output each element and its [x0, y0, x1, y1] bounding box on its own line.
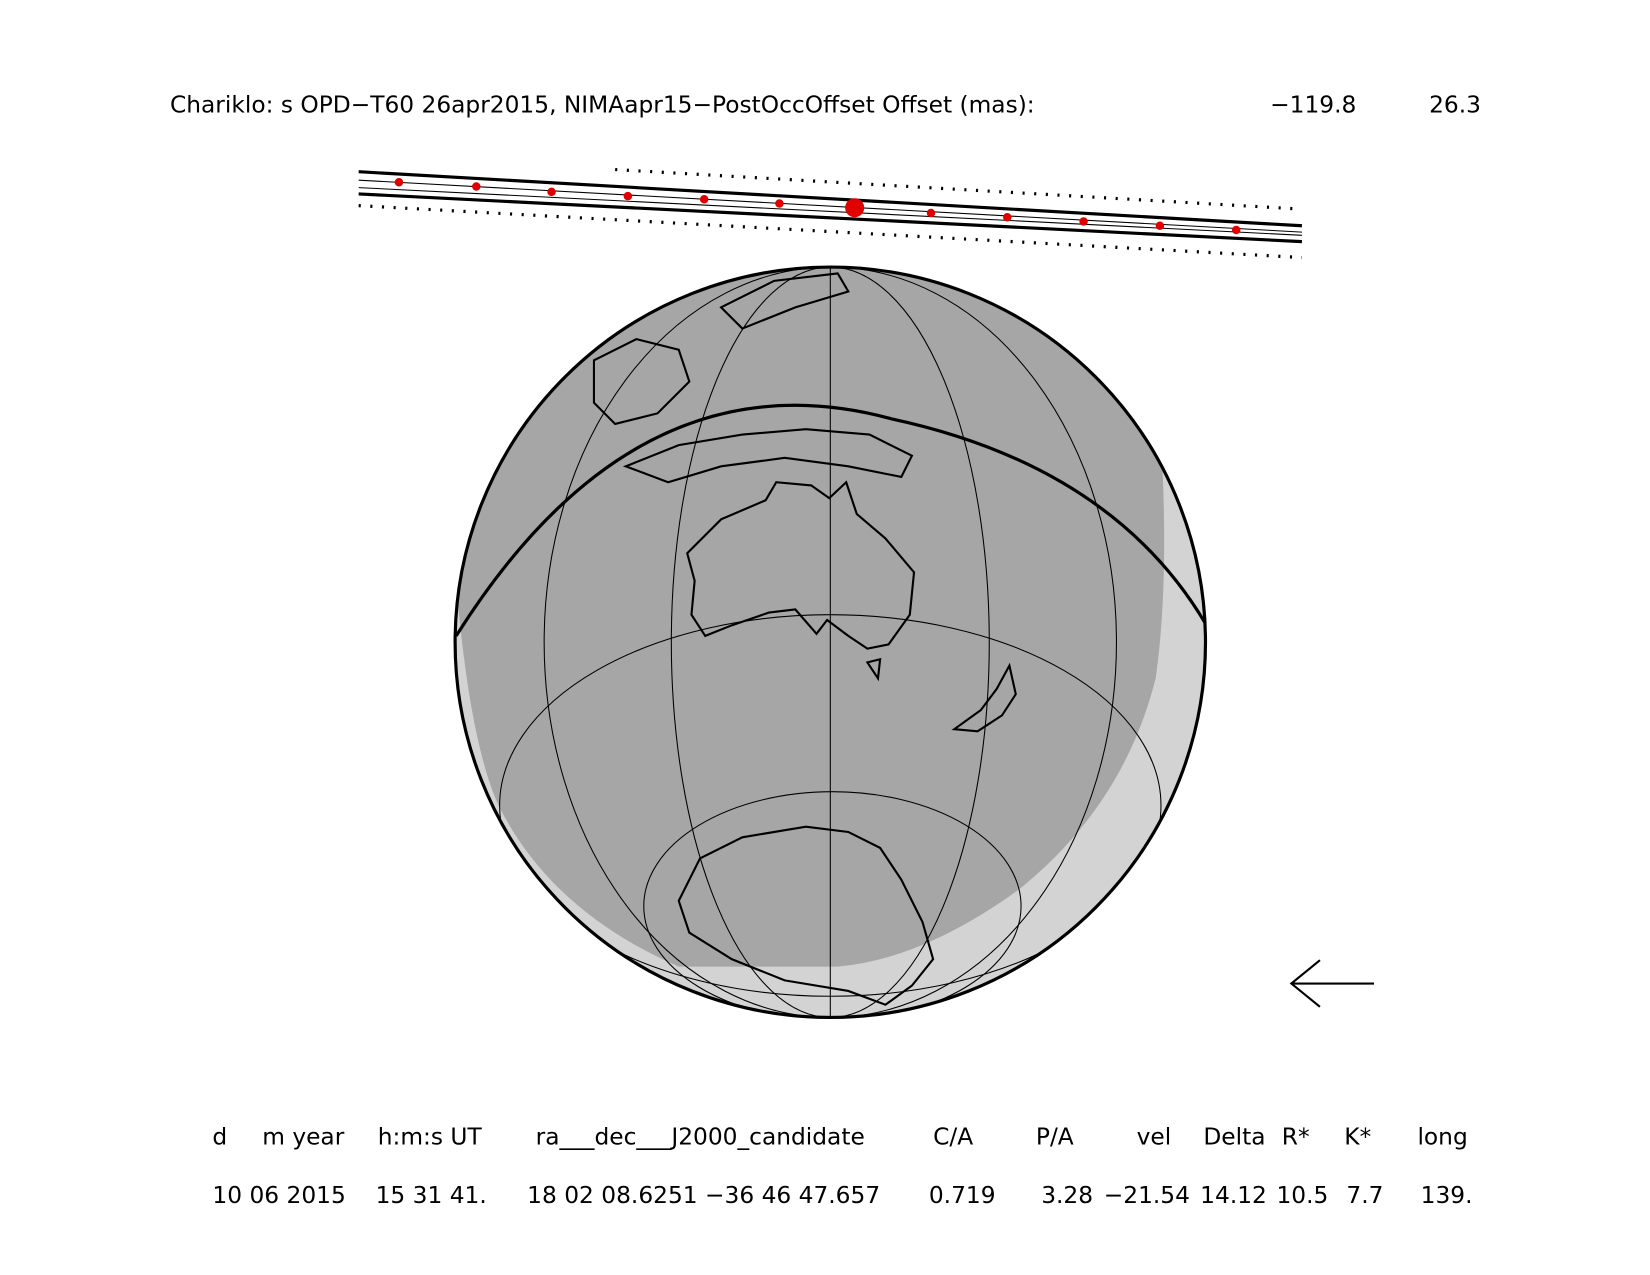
table-header: Delta [1203, 1124, 1265, 1151]
table-header: ra___dec___J2000_candidate [536, 1124, 865, 1151]
table-header: h:m:s UT [378, 1124, 483, 1151]
table-value: 7.7 [1346, 1182, 1383, 1209]
table-header: d [212, 1124, 227, 1151]
table-value: 10 06 2015 [212, 1182, 345, 1209]
table-header: C/A [933, 1124, 973, 1151]
table-value: −21.54 [1104, 1182, 1190, 1209]
table-header: long [1417, 1124, 1467, 1151]
table-value: 15 31 41. [376, 1182, 487, 1209]
table-header: vel [1137, 1124, 1172, 1151]
table-value: 0.719 [929, 1182, 996, 1209]
table-value: 3.28 [1041, 1182, 1093, 1209]
table-header: R* [1282, 1124, 1310, 1151]
time-dots [394, 178, 1241, 235]
table-header: P/A [1036, 1124, 1074, 1151]
globe [453, 265, 1208, 1020]
table-header: K* [1344, 1124, 1371, 1151]
offset-y: 26.3 [1429, 91, 1481, 118]
table-value: 18 02 08.6251 −36 46 47.657 [527, 1182, 880, 1209]
offset-x: −119.8 [1270, 91, 1356, 118]
table-value: 10.5 [1276, 1182, 1328, 1209]
table-value: 14.12 [1200, 1182, 1267, 1209]
title: Chariklo: s OPD−T60 26apr2015, NIMAapr15… [170, 91, 1035, 118]
table-header: m year [262, 1124, 344, 1151]
table-value: 139. [1421, 1182, 1473, 1209]
direction-arrow [1289, 959, 1375, 1008]
shadow-path [358, 167, 1303, 260]
